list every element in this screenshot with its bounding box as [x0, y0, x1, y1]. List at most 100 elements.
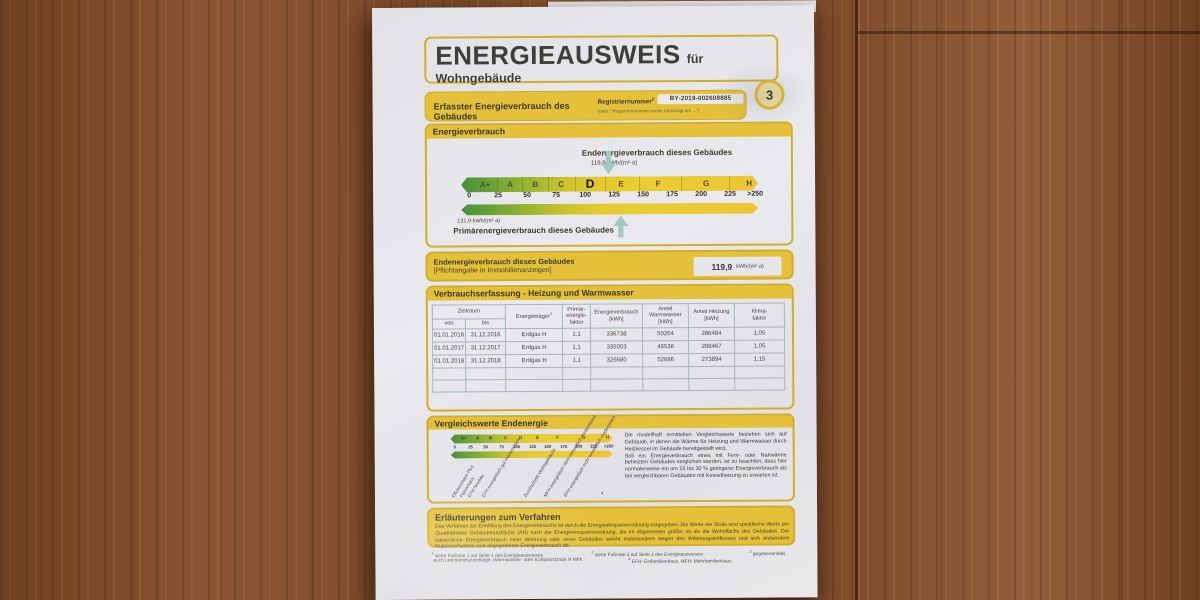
tick-100: 100 — [579, 191, 592, 199]
cell-empty — [505, 367, 563, 380]
cell-von: 01.01.2016 — [432, 328, 466, 343]
footnotes: 1 siehe Fußnote 1 auf Seite 1 des Energi… — [427, 549, 795, 567]
cell-empty — [734, 377, 785, 391]
section-header-erlaeuterungen: Erläuterungen zum Verfahren — [435, 511, 561, 523]
cell-empty — [562, 367, 591, 380]
mini-tick: 25 — [468, 444, 474, 450]
comparison-reference-labels: Effizienzhaus Plus Passivhaus EFH Neubau… — [451, 414, 619, 499]
section-title-erfasster-energieverbrauch: Erfasster Energieverbrauch des Gebäudes — [433, 100, 570, 122]
primary-energy-marker-arrow-icon — [613, 215, 628, 237]
cell-verbrauch: 336738 — [590, 327, 643, 342]
footnote-3-part2: auch Leerstandszuschläge, Warmwasser- od… — [433, 557, 583, 564]
mini-tick: 125 — [529, 444, 537, 450]
mini-class-h: H — [605, 434, 610, 440]
scale-divider — [729, 176, 730, 191]
cell-heizung: 286484 — [688, 327, 735, 341]
cell-verbrauch: 335003 — [590, 340, 643, 355]
cell-empty — [465, 379, 506, 392]
registration-hint: (oder: "Registriernummer wurde beantragt… — [597, 108, 700, 114]
cell-warmwasser: 52686 — [642, 353, 689, 367]
tick-50: 50 — [523, 192, 532, 200]
scale-divider — [681, 176, 682, 191]
cell-traeger: Erdgas H — [505, 328, 563, 342]
energy-class-a: A — [507, 180, 513, 190]
end-energy-value-section: Endenergieverbrauch dieses Gebäudes [Pfl… — [425, 249, 794, 282]
mini-tick: 150 — [544, 443, 552, 449]
cell-empty — [688, 378, 735, 391]
energy-class-e: E — [618, 179, 624, 189]
tick-150: 150 — [637, 191, 650, 199]
comparison-scale-graphic: A+ A B C D E F G H 0 25 50 75 100 125 — [451, 414, 619, 499]
mini-tick: 175 — [560, 443, 568, 449]
primary-energy-arrow-value: 131,9 kWh/(m²·a) — [457, 218, 501, 225]
primary-energy-scale-bar — [461, 203, 758, 216]
energy-class-b: B — [532, 179, 538, 190]
col-header-anteil-heizung: Anteil Heizung [kWh] — [688, 303, 735, 328]
consumption-table: Zeitraum Energieträger3 Primär- energie-… — [432, 302, 786, 393]
page-number: 3 — [765, 87, 774, 103]
footnote-4: 4 EFH: Einfamilienhaus, MFH: Mehrfamilie… — [628, 557, 732, 566]
col-header-bis: bis — [465, 318, 506, 329]
col-header-klimafaktor: Klima- faktor — [734, 302, 785, 328]
footnote-mark-2: 2 — [651, 96, 654, 102]
registration-number-value: BY-2019-002608885 — [657, 93, 744, 105]
footnote-mark-4: 4 — [600, 490, 604, 496]
tick-225: 225 — [724, 190, 737, 198]
cell-traeger: Erdgas H — [505, 354, 563, 368]
cell-verbrauch: 326580 — [590, 353, 643, 368]
cell-empty — [432, 367, 466, 381]
col-header-von: von — [432, 318, 466, 330]
cell-warmwasser: 46536 — [642, 340, 689, 354]
comparison-paragraph-2: Soll ein Energieverbrauch eines mit Fern… — [624, 452, 787, 480]
cell-empty — [642, 366, 689, 379]
cell-klima: 1,15 — [734, 352, 785, 367]
wood-plank-seam-horizontal — [858, 31, 1200, 34]
section-erlaeuterungen: Erläuterungen zum Verfahren Das Verfahre… — [427, 505, 796, 550]
tick-125: 125 — [608, 191, 621, 199]
cell-bis: 31.12.2018 — [465, 354, 506, 368]
footnote-3-part1: 3 gegebenenfalls — [749, 549, 786, 558]
scale-divider — [639, 176, 640, 191]
scale-divider — [497, 177, 498, 192]
mini-class-c: C — [503, 435, 508, 441]
cell-empty — [465, 367, 506, 380]
comparison-explanatory-text: Die modellhaft ermittelten Vergleichswer… — [625, 431, 787, 480]
end-energy-unit: kWh/(m²·a) — [736, 263, 764, 270]
table-row-empty — [432, 377, 785, 393]
col-header-primaerenergiefaktor: Primär- energie- faktor — [562, 304, 591, 329]
cell-heizung: 273894 — [688, 353, 735, 367]
cell-pef: 1,1 — [562, 328, 591, 342]
cell-empty — [432, 379, 466, 393]
cell-empty — [590, 378, 643, 392]
end-energy-box-sublabel: [Pflichtangabe in Immobilienanzeigen] — [433, 266, 552, 275]
mini-class-a-plus: A+ — [460, 435, 467, 441]
cell-empty — [590, 366, 643, 380]
energy-class-a-plus: A+ — [479, 180, 491, 190]
scale-divider — [522, 177, 523, 192]
cell-warmwasser: 50254 — [642, 327, 689, 341]
cell-empty — [688, 366, 735, 379]
mini-tick: >250 — [603, 443, 614, 449]
document-title: ENERGIEAUSWEIS — [435, 39, 681, 71]
cell-bis: 31.12.2016 — [465, 328, 506, 342]
tick-250plus: >250 — [747, 190, 764, 198]
col-header-energieverbrauch: Energieverbrauch [kWh] — [590, 303, 643, 329]
section-header-energieverbrauch: Energieverbrauch — [426, 123, 791, 139]
mini-tick: 75 — [499, 444, 505, 450]
registration-number-label: Registriernummer2 — [597, 96, 654, 106]
primary-energy-arrow-label: Primärenergieverbrauch dieses Gebäudes — [453, 225, 614, 236]
cell-empty — [734, 365, 785, 379]
end-energy-box-label: Endenergieverbrauch dieses Gebäudes — [433, 256, 575, 267]
cell-klima: 1,05 — [734, 326, 785, 341]
scale-divider — [605, 177, 606, 192]
tick-200: 200 — [695, 190, 708, 199]
section-energieverbrauch: Energieverbrauch Endenergieverbrauch die… — [424, 121, 794, 248]
col-header-anteil-warmwasser: Anteil Warmwasser [kWh] — [642, 303, 689, 328]
cell-pef: 1,1 — [562, 354, 591, 368]
scale-tick-labels: 0 25 50 75 100 125 150 175 200 225 >250 — [461, 190, 763, 203]
mini-class-f: F — [556, 434, 560, 440]
cell-empty — [642, 378, 689, 391]
mini-class-e: E — [536, 434, 540, 441]
